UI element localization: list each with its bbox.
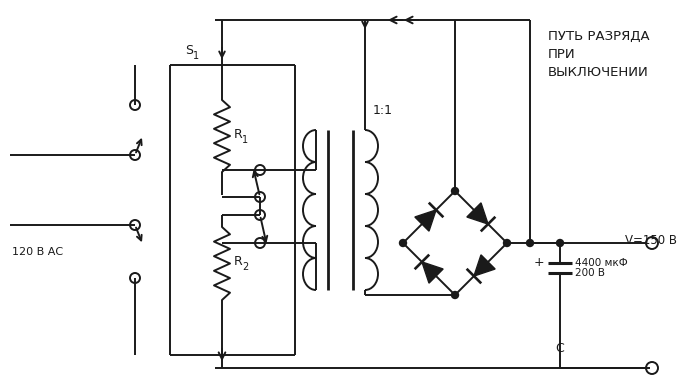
Text: С: С bbox=[556, 342, 564, 355]
Text: R: R bbox=[234, 127, 243, 140]
Polygon shape bbox=[467, 203, 488, 224]
Circle shape bbox=[526, 240, 533, 246]
Circle shape bbox=[400, 240, 407, 246]
Text: 1:1: 1:1 bbox=[373, 104, 393, 117]
Text: R: R bbox=[234, 255, 243, 268]
Text: +: + bbox=[533, 255, 544, 269]
Polygon shape bbox=[415, 210, 436, 231]
Text: 1: 1 bbox=[193, 51, 199, 61]
Text: ПУТЬ РАЗРЯДА
ПРИ
ВЫКЛЮЧЕНИИ: ПУТЬ РАЗРЯДА ПРИ ВЫКЛЮЧЕНИИ bbox=[548, 30, 649, 79]
Circle shape bbox=[452, 188, 459, 194]
Circle shape bbox=[503, 240, 510, 246]
Polygon shape bbox=[422, 262, 443, 283]
Text: 1: 1 bbox=[242, 135, 248, 145]
Text: 4400 мкФ: 4400 мкФ bbox=[575, 258, 628, 268]
Circle shape bbox=[556, 240, 563, 246]
Text: S: S bbox=[185, 44, 193, 57]
Polygon shape bbox=[474, 255, 495, 276]
Text: 120 В АС: 120 В АС bbox=[12, 247, 63, 257]
Circle shape bbox=[452, 292, 459, 298]
Text: 2: 2 bbox=[242, 262, 248, 273]
Text: 200 В: 200 В bbox=[575, 268, 605, 278]
Text: V=150 В: V=150 В bbox=[625, 235, 677, 248]
